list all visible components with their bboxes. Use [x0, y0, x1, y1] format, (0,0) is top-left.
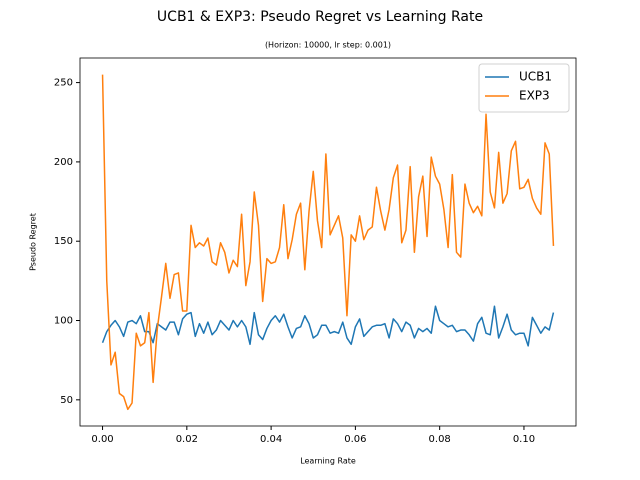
data-line — [101, 74, 555, 411]
x-tick-label: 0.10 — [513, 434, 535, 445]
chart-subtitle: (Horizon: 10000, lr step: 0.001) — [265, 41, 391, 50]
legend-label: EXP3 — [519, 89, 550, 103]
legend-label: UCB1 — [519, 70, 552, 84]
x-tick-label: 0.02 — [176, 434, 198, 445]
y-tick-label: 50 — [60, 395, 73, 406]
x-tick-label: 0.04 — [260, 434, 282, 445]
chart-title: UCB1 & EXP3: Pseudo Regret vs Learning R… — [157, 9, 483, 25]
data-line — [101, 305, 555, 347]
y-tick-label: 150 — [54, 236, 73, 247]
x-tick-label: 0.08 — [429, 434, 451, 445]
y-tick-label: 200 — [54, 157, 73, 168]
plot-frame — [79, 57, 577, 427]
y-tick-label: 250 — [54, 78, 73, 89]
x-tick-label: 0.00 — [91, 434, 113, 445]
x-axis-label: Learning Rate — [300, 457, 356, 466]
x-tick-label: 0.06 — [344, 434, 366, 445]
y-axis-label: Pseudo Regret — [29, 213, 38, 271]
y-tick-label: 100 — [54, 316, 73, 327]
legend-box — [478, 63, 570, 113]
